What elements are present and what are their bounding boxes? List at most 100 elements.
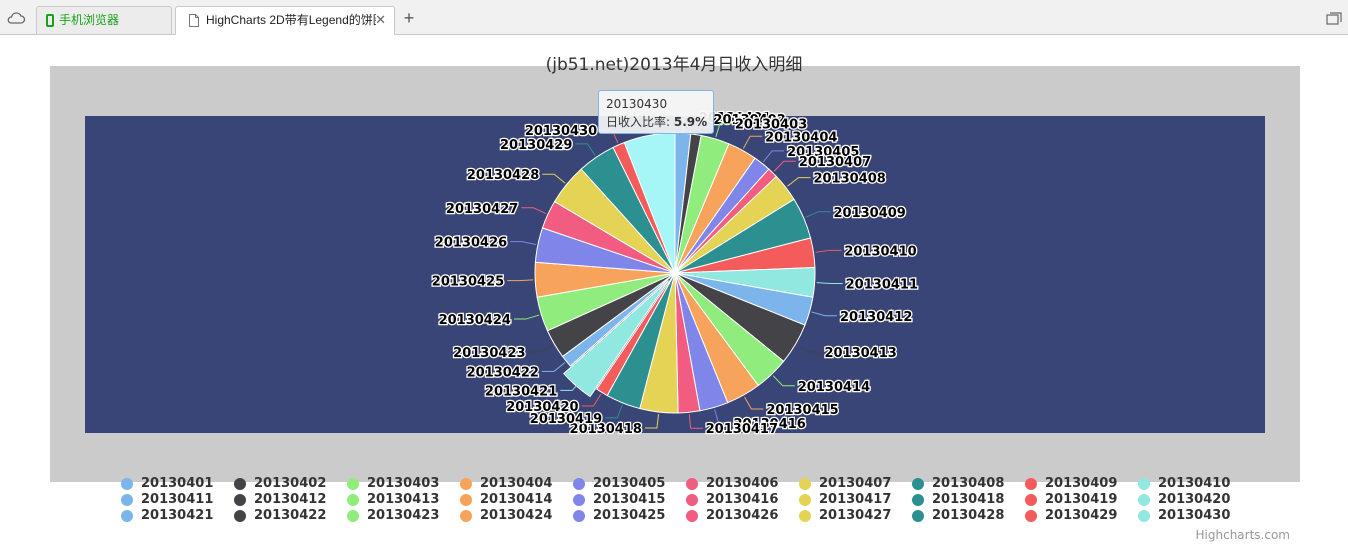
data-label: 20130426 bbox=[435, 236, 507, 251]
legend-symbol bbox=[460, 478, 472, 490]
legend-symbol bbox=[347, 494, 359, 506]
tab-mobile-browser[interactable]: 手机浏览器 bbox=[36, 6, 172, 34]
chart-tooltip: 20130430 日收入比率: 5.9% bbox=[598, 90, 714, 134]
legend-symbol bbox=[912, 510, 924, 522]
data-label: 20130425 bbox=[432, 275, 504, 290]
data-label: 20130410 bbox=[844, 244, 916, 259]
legend-label: 20130417 bbox=[819, 492, 892, 507]
legend-label: 20130412 bbox=[254, 492, 327, 507]
credits-link[interactable]: Highcharts.com bbox=[1195, 528, 1290, 542]
label-connector bbox=[521, 207, 547, 215]
label-connector bbox=[560, 379, 582, 391]
data-label: 20130413 bbox=[824, 346, 896, 361]
legend-label: 20130422 bbox=[254, 508, 327, 523]
browser-tab-bar: 手机浏览器 HighCharts 2D带有Legend的饼图 ✕ + bbox=[0, 0, 1348, 35]
label-connector bbox=[714, 409, 731, 424]
label-connector bbox=[605, 404, 623, 419]
data-label: 20130414 bbox=[798, 380, 870, 395]
data-label: 20130418 bbox=[570, 422, 642, 437]
legend-label: 20130419 bbox=[1045, 492, 1118, 507]
data-label: 20130429 bbox=[500, 138, 572, 153]
label-connector bbox=[744, 396, 764, 410]
data-label: 20130424 bbox=[439, 313, 511, 328]
legend-symbol bbox=[573, 510, 585, 522]
pie-slice[interactable] bbox=[596, 272, 676, 397]
legend-label: 20130408 bbox=[932, 476, 1005, 491]
legend-label: 20130423 bbox=[367, 508, 440, 523]
tab-label: 手机浏览器 bbox=[59, 13, 120, 27]
legend-label: 20130415 bbox=[593, 492, 666, 507]
label-connector bbox=[542, 173, 566, 184]
tab-highcharts[interactable]: HighCharts 2D带有Legend的饼图 ✕ bbox=[175, 6, 395, 35]
legend-label: 20130416 bbox=[706, 492, 779, 507]
legend-label: 20130410 bbox=[1158, 476, 1231, 491]
data-label: 20130428 bbox=[467, 168, 539, 183]
tab-label: HighCharts 2D带有Legend的饼图 bbox=[206, 13, 376, 27]
legend-symbol bbox=[121, 510, 133, 522]
new-tab-button[interactable]: + bbox=[403, 8, 415, 28]
chart-title: (jb51.net)2013年4月日收入明细 bbox=[545, 55, 803, 75]
legend-symbol bbox=[1138, 510, 1150, 522]
data-label: 20130412 bbox=[840, 310, 912, 325]
legend-symbol bbox=[234, 510, 246, 522]
legend-label: 20130403 bbox=[367, 476, 440, 491]
label-connector bbox=[644, 413, 660, 429]
legend-label: 20130406 bbox=[706, 476, 779, 491]
tab-menu-icon[interactable] bbox=[1326, 12, 1342, 26]
close-tab-icon[interactable]: ✕ bbox=[375, 12, 386, 27]
data-label: 20130420 bbox=[506, 400, 578, 415]
label-connector bbox=[528, 344, 553, 353]
label-connector bbox=[816, 282, 843, 285]
data-label: 20130416 bbox=[733, 417, 805, 432]
data-label: 20130404 bbox=[765, 130, 837, 145]
legend-label: 20130426 bbox=[706, 508, 779, 523]
legend-symbol bbox=[1138, 494, 1150, 506]
legend-label: 20130414 bbox=[480, 492, 553, 507]
data-label: 20130411 bbox=[846, 278, 918, 293]
label-connector bbox=[797, 344, 822, 353]
legend-symbol bbox=[1025, 494, 1037, 506]
legend-symbol bbox=[799, 478, 811, 490]
data-label: 20130407 bbox=[799, 155, 871, 170]
legend-label: 20130404 bbox=[480, 476, 553, 491]
legend-label: 20130421 bbox=[141, 508, 214, 523]
legend-label: 20130405 bbox=[593, 476, 666, 491]
legend-label: 20130424 bbox=[480, 508, 553, 523]
legend-label: 20130425 bbox=[593, 508, 666, 523]
legend-symbol bbox=[234, 478, 246, 490]
legend-symbol bbox=[1025, 510, 1037, 522]
tooltip-header: 20130430 bbox=[606, 97, 668, 111]
legend-label: 20130409 bbox=[1045, 476, 1118, 491]
legend-symbol bbox=[234, 494, 246, 506]
label-connector bbox=[805, 211, 831, 218]
label-connector bbox=[575, 143, 596, 156]
phone-icon bbox=[46, 14, 54, 27]
legend-symbol bbox=[460, 510, 472, 522]
legend-symbol bbox=[573, 478, 585, 490]
data-label: 20130423 bbox=[453, 346, 525, 361]
label-connector bbox=[581, 393, 602, 407]
data-label: 20130403 bbox=[735, 118, 807, 133]
data-label: 20130415 bbox=[766, 403, 838, 418]
data-label: 20130409 bbox=[833, 206, 905, 221]
legend-label: 20130411 bbox=[141, 492, 214, 507]
legend-label: 20130429 bbox=[1045, 508, 1118, 523]
data-label: 20130421 bbox=[485, 384, 557, 399]
data-label: 20130405 bbox=[787, 145, 859, 160]
legend-symbol bbox=[799, 494, 811, 506]
legend-label: 20130413 bbox=[367, 492, 440, 507]
label-connector bbox=[688, 414, 703, 429]
data-label: 20130427 bbox=[446, 202, 518, 217]
label-connector bbox=[510, 241, 537, 245]
data-label: 20130422 bbox=[467, 365, 539, 380]
legend-label: 20130418 bbox=[932, 492, 1005, 507]
legend-symbol bbox=[686, 478, 698, 490]
legend-symbol bbox=[1025, 478, 1037, 490]
label-connector bbox=[773, 160, 796, 172]
legend-symbol bbox=[121, 494, 133, 506]
label-connector bbox=[513, 314, 540, 320]
legend-label: 20130420 bbox=[1158, 492, 1231, 507]
cloud-icon[interactable] bbox=[6, 10, 26, 26]
legend-symbol bbox=[799, 510, 811, 522]
data-label: 20130430 bbox=[525, 124, 597, 139]
